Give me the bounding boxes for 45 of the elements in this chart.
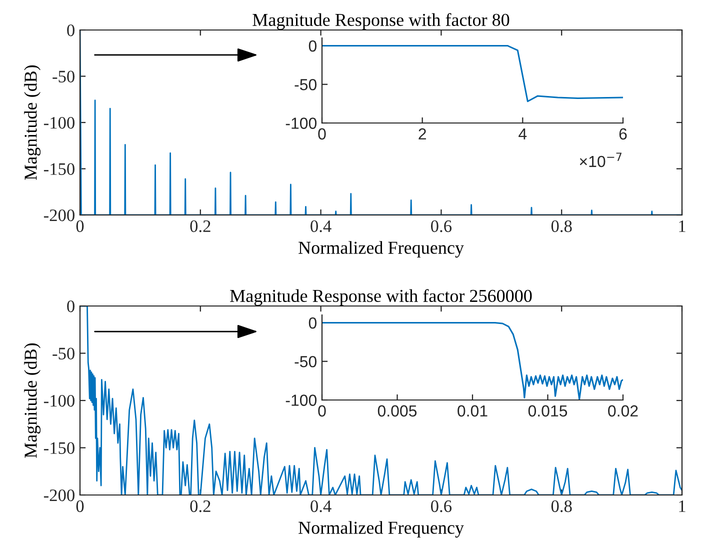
x-axis-title: Normalized Frequency: [298, 521, 464, 538]
line-series: [322, 44, 623, 102]
x-tick-label: 0.005: [378, 405, 417, 417]
y-tick-label: -100: [44, 116, 74, 129]
x-tick-label: 1: [679, 220, 686, 232]
x-tick-label: 0.2: [190, 220, 210, 232]
y-tick-label: -100: [286, 118, 317, 129]
x-tick-label: 0: [318, 405, 326, 417]
y-tick-label: 0: [67, 300, 74, 312]
x-tick-label: 0: [76, 500, 84, 512]
x-tick-label: 0.8: [551, 220, 572, 232]
x-tick-label: 2: [418, 128, 426, 140]
y-axis-title: Magnitude (dB): [24, 343, 41, 458]
x-tick-label: 0.6: [431, 500, 452, 512]
chart-title: Magnitude Response with factor 80: [252, 13, 510, 30]
y-tick-label: -150: [44, 442, 74, 454]
y-tick-label: -150: [44, 163, 74, 175]
y-tick-label: -50: [52, 70, 74, 82]
y-tick-label: -100: [286, 394, 317, 406]
y-tick-label: -50: [294, 356, 317, 368]
chart-title: Magnitude Response with factor 2560000: [230, 289, 532, 306]
x-tick-label: 0.2: [190, 500, 210, 512]
y-tick-label: -200: [44, 209, 74, 222]
x-tick-label: 0.01: [458, 405, 488, 417]
x-tick-label: 0.02: [608, 405, 638, 417]
x-tick-label: 0.015: [528, 405, 568, 417]
x-tick-label: 0.6: [431, 220, 452, 232]
y-tick-label: -50: [52, 348, 74, 360]
x-tick-label: 0.4: [310, 220, 332, 232]
y-tick-label: 0: [308, 317, 317, 329]
x-tick-label: 0: [318, 128, 326, 140]
x-tick-label: 0.8: [551, 500, 572, 512]
x-tick-label: 0.4: [310, 500, 332, 512]
annotation: ×10$^{−7}$: [580, 152, 622, 168]
y-tick-label: 0: [67, 24, 74, 36]
y-tick-label: 0: [308, 40, 317, 52]
x-axis-title: Normalized Frequency: [298, 241, 464, 258]
y-axis-title: Magnitude (dB): [24, 65, 41, 180]
y-tick-label: -200: [44, 489, 74, 502]
y-tick-label: -50: [294, 79, 317, 90]
y-tick-label: -100: [44, 394, 74, 407]
x-tick-label: 6: [619, 128, 627, 140]
x-tick-label: 0: [76, 220, 84, 232]
x-tick-label: 4: [518, 128, 527, 140]
x-tick-label: 1: [679, 500, 686, 512]
